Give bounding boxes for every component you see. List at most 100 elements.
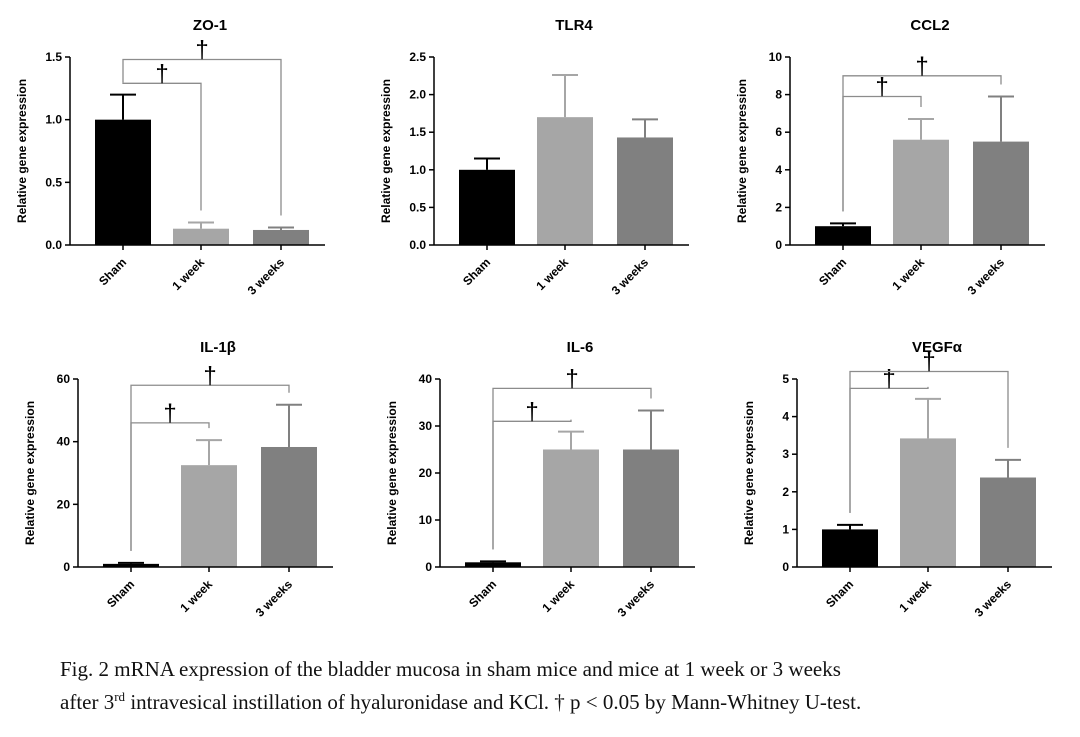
caption-line-2-start: after 3 xyxy=(60,690,115,714)
x-tick-label: Sham xyxy=(104,577,137,610)
y-tick-label: 40 xyxy=(419,372,433,386)
bar xyxy=(103,563,159,567)
y-tick-label: 0.0 xyxy=(409,238,426,252)
bar xyxy=(537,117,593,245)
y-tick-label: 6 xyxy=(775,125,782,139)
chart-panel: CCL2 Relative gene expression 0 2 4 6 8 10 Sham 1… xyxy=(735,17,1045,298)
bar xyxy=(893,139,949,245)
significance-dagger: † xyxy=(915,53,928,80)
chart-panel: VEGFα Relative gene expression 0 1 2 3 4 5 Sham 1… xyxy=(742,339,1052,620)
x-tick-label: 3 weeks xyxy=(972,577,1015,620)
y-tick-label: 4 xyxy=(775,163,782,177)
bar xyxy=(617,137,673,245)
y-tick-label: 1.5 xyxy=(409,125,426,139)
bar xyxy=(173,228,229,245)
bar xyxy=(261,446,317,567)
x-tick-label: 3 weeks xyxy=(253,577,296,620)
x-tick-label: 3 weeks xyxy=(609,255,652,298)
y-tick-label: 20 xyxy=(57,497,71,511)
x-tick-label: 3 weeks xyxy=(965,255,1008,298)
y-tick-label: 10 xyxy=(769,50,783,64)
x-tick-label: 1 week xyxy=(896,577,934,615)
x-tick-label: 1 week xyxy=(177,577,215,615)
significance-dagger: † xyxy=(875,73,888,100)
x-tick-label: 1 week xyxy=(169,255,207,293)
y-tick-label: 1.5 xyxy=(45,50,62,64)
significance-dagger: † xyxy=(922,348,935,375)
y-tick-label: 3 xyxy=(782,447,789,461)
significance-bracket xyxy=(849,370,1009,513)
y-axis-label: Relative gene expression xyxy=(385,401,399,545)
caption-line-1: Fig. 2 mRNA expression of the bladder mu… xyxy=(60,657,841,681)
y-tick-label: 2 xyxy=(782,485,789,499)
y-tick-label: 0 xyxy=(775,238,782,252)
y-tick-label: 0.0 xyxy=(45,238,62,252)
bar xyxy=(95,119,151,245)
chart-panel: TLR4 Relative gene expression 0.0 0.5 1.0 1.5… xyxy=(379,17,689,298)
bar xyxy=(900,438,956,567)
chart-panel: IL-6 Relative gene expression 0 10 20 30 40 Sha… xyxy=(385,339,695,620)
significance-dagger: † xyxy=(882,365,895,392)
caption-line-2: after 3rd intravesical instillation of h… xyxy=(60,683,1070,716)
significance-bracket xyxy=(130,384,290,551)
y-tick-label: 0 xyxy=(425,560,432,574)
caption-line-2-end: intravesical instillation of hyaluronida… xyxy=(125,690,862,714)
bar xyxy=(465,562,521,567)
significance-dagger: † xyxy=(155,60,168,87)
y-tick-label: 4 xyxy=(782,410,789,424)
x-tick-label: Sham xyxy=(460,255,493,288)
significance-dagger: † xyxy=(195,37,208,64)
significance-bracket xyxy=(122,82,202,211)
y-tick-label: 0.5 xyxy=(45,175,62,189)
y-tick-label: 10 xyxy=(419,513,433,527)
chart-title: VEGFα xyxy=(912,339,963,356)
y-tick-label: 0 xyxy=(63,560,70,574)
bar xyxy=(815,226,871,245)
y-tick-label: 2.5 xyxy=(409,50,426,64)
y-tick-label: 60 xyxy=(57,372,71,386)
bar xyxy=(623,449,679,567)
x-tick-label: Sham xyxy=(816,255,849,288)
chart-title: CCL2 xyxy=(910,17,949,34)
y-axis-label: Relative gene expression xyxy=(379,79,393,223)
y-tick-label: 1 xyxy=(782,522,789,536)
y-axis-label: Relative gene expression xyxy=(15,79,29,223)
bar xyxy=(973,141,1029,245)
y-axis-label: Relative gene expression xyxy=(735,79,749,223)
y-tick-label: 0 xyxy=(782,560,789,574)
y-tick-label: 40 xyxy=(57,435,71,449)
y-tick-label: 20 xyxy=(419,466,433,480)
x-tick-label: 3 weeks xyxy=(245,255,288,298)
y-tick-label: 1.0 xyxy=(45,113,62,127)
chart-panel: ZO-1 Relative gene expression 0.0 0.5 1.0 1.5… xyxy=(15,17,325,298)
chart-title: TLR4 xyxy=(555,17,593,34)
y-tick-label: 0.5 xyxy=(409,200,426,214)
x-tick-label: 1 week xyxy=(533,255,571,293)
significance-bracket xyxy=(122,58,282,216)
y-tick-label: 8 xyxy=(775,88,782,102)
bar xyxy=(459,169,515,245)
significance-dagger: † xyxy=(203,362,216,389)
y-axis-label: Relative gene expression xyxy=(23,401,37,545)
y-tick-label: 30 xyxy=(419,419,433,433)
bar xyxy=(543,449,599,567)
chart-title: IL-6 xyxy=(567,339,594,356)
bar xyxy=(822,529,878,567)
chart-panel: IL-1β Relative gene expression 0 20 40 60 Sham… xyxy=(23,339,333,620)
significance-bracket xyxy=(842,75,1002,212)
significance-dagger: † xyxy=(525,398,538,425)
chart-title: ZO-1 xyxy=(193,17,227,34)
figure-caption: Fig. 2 mRNA expression of the bladder mu… xyxy=(60,655,1070,716)
x-tick-label: 1 week xyxy=(539,577,577,615)
x-tick-label: 1 week xyxy=(889,255,927,293)
x-tick-label: Sham xyxy=(466,577,499,610)
x-tick-label: Sham xyxy=(96,255,129,288)
bar xyxy=(980,477,1036,567)
y-axis-label: Relative gene expression xyxy=(742,401,756,545)
bar xyxy=(181,465,237,567)
significance-bracket xyxy=(492,387,652,550)
bar xyxy=(253,229,309,245)
y-tick-label: 1.0 xyxy=(409,163,426,177)
chart-title: IL-1β xyxy=(200,339,236,356)
